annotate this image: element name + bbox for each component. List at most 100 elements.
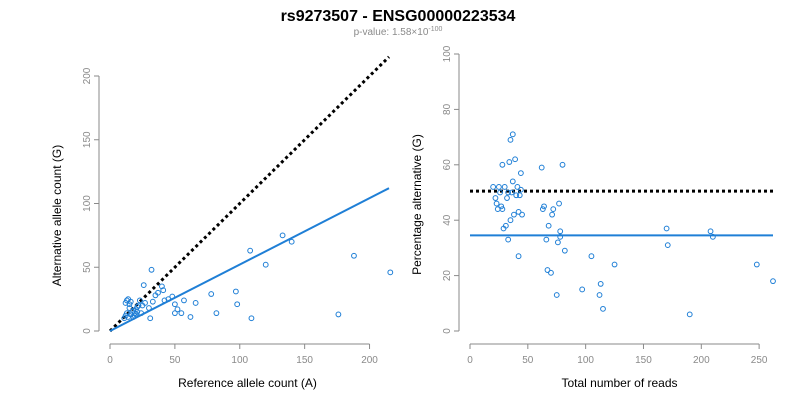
- data-point: [519, 211, 525, 218]
- data-point: [506, 159, 513, 165]
- data-point: [707, 228, 714, 235]
- data-point: [512, 156, 519, 163]
- data-point: [557, 228, 564, 235]
- data-point: [499, 206, 506, 213]
- data-point: [127, 298, 134, 305]
- scatter-panel-percentage: 0 50 100 150 200 250 0 20 40 60 80 100 Total number …: [410, 45, 776, 390]
- data-point: [131, 312, 138, 319]
- y-axis-label: Percentage alternative (G): [410, 134, 424, 275]
- y-tick-label: 0: [82, 328, 93, 334]
- subtitle-prefix: p-value: 1.58×10: [354, 27, 429, 38]
- data-point: [498, 203, 505, 210]
- data-point: [550, 206, 557, 213]
- data-point: [579, 286, 586, 293]
- data-point: [509, 131, 516, 138]
- data-point: [192, 300, 199, 306]
- data-point: [541, 203, 547, 210]
- data-point: [134, 308, 141, 315]
- x-tick-label: 0: [107, 355, 113, 366]
- y-axis-label: Alternative allele count (G): [50, 145, 64, 286]
- data-point: [140, 282, 147, 289]
- data-point: [142, 300, 148, 306]
- data-point: [146, 305, 152, 311]
- data-point: [504, 195, 510, 201]
- data-point: [247, 247, 254, 254]
- x-axis-label: Reference allele count (A): [178, 376, 317, 390]
- data-point: [538, 164, 545, 171]
- data-point: [148, 266, 155, 273]
- data-point: [507, 217, 514, 224]
- x-tick-label: 50: [522, 355, 534, 366]
- data-point: [187, 314, 194, 320]
- x-tick-label: 100: [577, 355, 594, 366]
- data-point: [169, 293, 176, 300]
- data-point: [161, 297, 168, 304]
- data-point: [709, 233, 716, 240]
- data-point: [147, 315, 154, 322]
- y-tick-label: 80: [442, 103, 453, 115]
- data-point: [539, 206, 546, 213]
- y-tick-label: 60: [442, 159, 453, 171]
- data-point: [611, 261, 618, 268]
- data-point: [753, 261, 760, 268]
- data-point: [515, 208, 522, 215]
- data-point: [171, 301, 178, 308]
- data-point: [517, 170, 524, 177]
- data-point: [160, 287, 167, 294]
- data-point: [561, 247, 568, 254]
- data-point: [597, 281, 604, 287]
- x-tick-label: 250: [751, 355, 768, 366]
- data-point: [490, 184, 497, 190]
- data-point: [159, 283, 165, 290]
- scatter-panel-allele-counts: 0 50 100 150 200 0 50 100 150 200 Reference allele…: [50, 55, 394, 390]
- y-tick-label: 40: [442, 214, 453, 226]
- data-point: [588, 253, 595, 260]
- fit-line: [109, 187, 390, 332]
- data-point: [553, 292, 560, 298]
- data-point: [213, 310, 220, 317]
- data-point: [387, 269, 394, 276]
- y-tick-label: 100: [82, 195, 93, 212]
- data-point: [501, 184, 508, 190]
- data-point: [511, 211, 517, 218]
- data-point: [548, 269, 554, 276]
- data-point: [123, 297, 130, 304]
- data-point: [663, 225, 670, 232]
- data-point: [549, 211, 556, 218]
- data-point: [600, 305, 606, 312]
- data-point: [596, 292, 603, 298]
- data-point: [174, 306, 181, 313]
- data-point: [502, 222, 509, 229]
- x-tick-label: 200: [693, 355, 710, 366]
- data-point: [554, 239, 561, 246]
- data-point: [770, 278, 776, 285]
- data-point: [136, 297, 143, 304]
- data-point: [496, 184, 502, 190]
- data-point: [351, 252, 357, 259]
- data-point: [499, 161, 506, 168]
- y-tick-label: 100: [442, 45, 453, 62]
- data-point: [559, 161, 566, 168]
- data-point: [135, 302, 142, 309]
- data-point: [234, 301, 241, 308]
- data-point: [556, 200, 562, 207]
- data-point: [505, 236, 512, 243]
- data-point: [515, 253, 522, 260]
- subtitle-exponent: -100: [428, 26, 442, 33]
- data-point: [155, 289, 161, 296]
- data-point: [505, 189, 512, 196]
- data-point: [686, 311, 693, 318]
- y-tick-label: 150: [82, 131, 93, 148]
- x-tick-label: 50: [169, 355, 181, 366]
- data-point: [517, 186, 524, 193]
- data-point: [279, 232, 286, 239]
- data-point: [513, 192, 520, 199]
- x-tick-label: 150: [635, 355, 652, 366]
- data-point: [262, 261, 269, 268]
- data-point: [492, 195, 499, 201]
- y-tick-label: 200: [82, 67, 93, 84]
- x-tick-label: 200: [361, 355, 378, 366]
- x-tick-label: 100: [231, 355, 248, 366]
- data-point: [171, 310, 178, 317]
